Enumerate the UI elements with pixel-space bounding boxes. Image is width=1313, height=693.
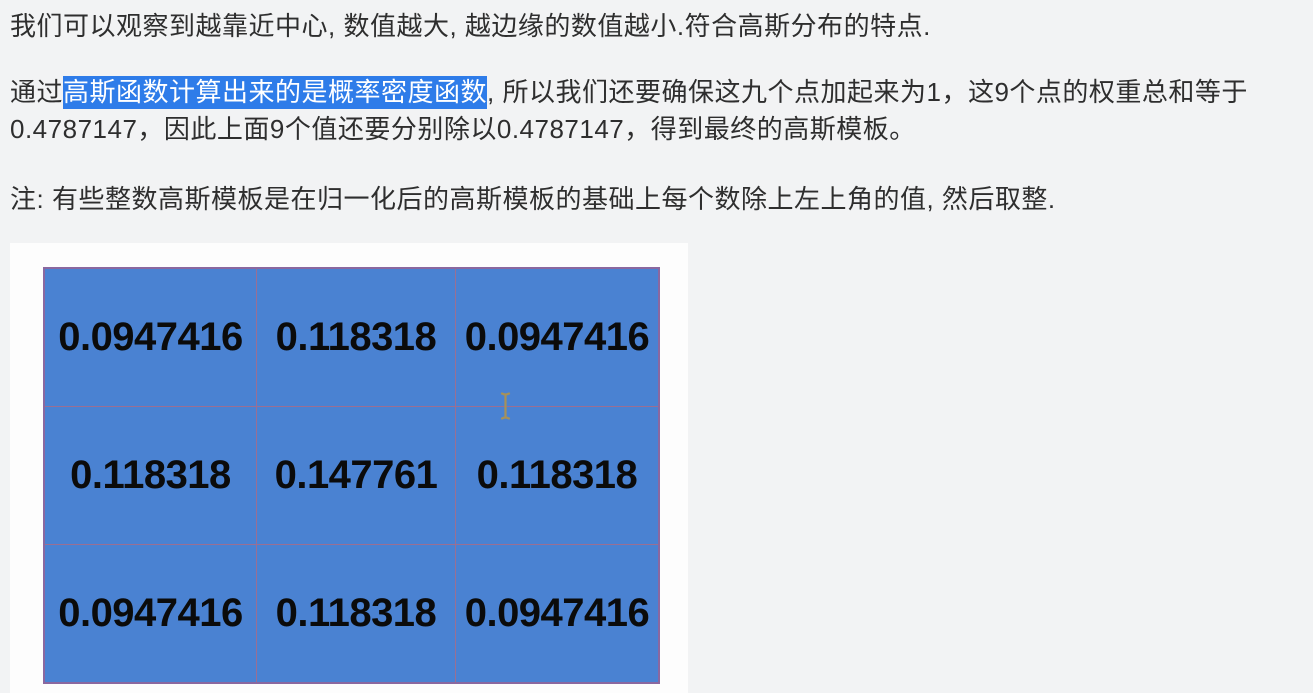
kernel-cell-2-0: 0.0947416 — [43, 544, 257, 684]
kernel-row: 0.118318 0.147761 0.118318 — [43, 406, 660, 545]
paragraph-observation: 我们可以观察到越靠近中心, 数值越大, 越边缘的数值越小.符合高斯分布的特点. — [10, 11, 931, 41]
normalization-text-pre: 通过 — [10, 77, 64, 107]
kernel-cell-2-1: 0.118318 — [256, 544, 456, 684]
kernel-center-cell: 0.147761 — [256, 406, 456, 545]
kernel-row: 0.0947416 0.118318 0.0947416 — [43, 267, 660, 407]
paragraph-normalization: 通过高斯函数计算出来的是概率密度函数, 所以我们还要确保这九个点加起来为1，这9… — [10, 74, 1313, 148]
normalization-text-post: , 所以我们还要确保这九个点加起来为1，这9个点的权重总和等于 — [487, 77, 1248, 107]
paragraph-normalization-line2: 0.4787147，因此上面9个值还要分别除以0.4787147，得到最终的高斯… — [10, 114, 916, 144]
kernel-cell-2-2: 0.0947416 — [455, 544, 660, 684]
kernel-row: 0.0947416 0.118318 0.0947416 — [43, 544, 660, 684]
kernel-cell-0-2: 0.0947416 — [455, 267, 660, 407]
kernel-cell-1-2: 0.118318 — [455, 406, 660, 545]
kernel-cell-0-1: 0.118318 — [256, 267, 456, 407]
gaussian-kernel-table: 0.0947416 0.118318 0.0947416 0.118318 0.… — [43, 267, 660, 684]
gaussian-template-image: 0.0947416 0.118318 0.0947416 0.118318 0.… — [10, 243, 688, 693]
selected-text-highlight: 高斯函数计算出来的是概率密度函数 — [63, 76, 488, 109]
paragraph-normalization-line1: 通过高斯函数计算出来的是概率密度函数, 所以我们还要确保这九个点加起来为1，这9… — [10, 74, 1313, 111]
kernel-cell-0-0: 0.0947416 — [43, 267, 257, 407]
paragraph-note: 注: 有些整数高斯模板是在归一化后的高斯模板的基础上每个数除上左上角的值, 然后… — [10, 184, 1056, 214]
kernel-cell-1-0: 0.118318 — [43, 406, 257, 545]
